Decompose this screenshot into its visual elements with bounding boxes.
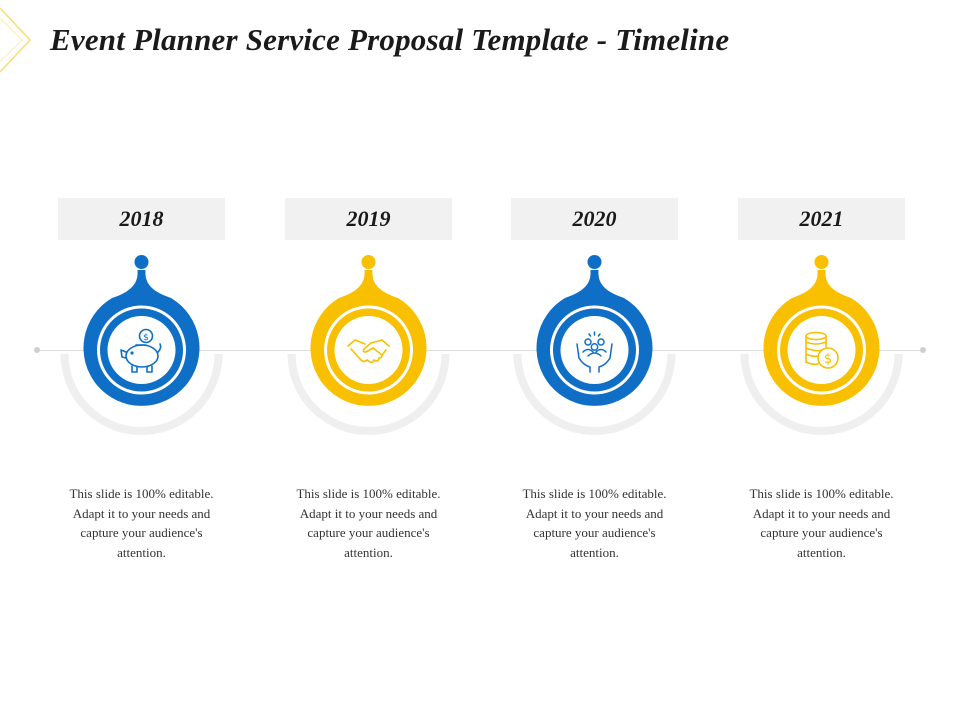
year-label: 2020: [511, 198, 678, 240]
handshake-icon: [347, 339, 390, 364]
year-label: 2021: [738, 198, 905, 240]
milestone-description: This slide is 100% editable. Adapt it to…: [296, 486, 441, 560]
milestone-top-dot: [814, 255, 829, 269]
year-label: 2018: [58, 198, 225, 240]
timeline-start-dot: [34, 347, 40, 353]
milestone-description: This slide is 100% editable. Adapt it to…: [69, 486, 214, 560]
coins-icon: $: [805, 331, 839, 369]
svg-text:$: $: [824, 352, 832, 367]
milestone-ring: [287, 255, 450, 435]
year-label: 2019: [285, 198, 452, 240]
milestone-description: This slide is 100% editable. Adapt it to…: [749, 486, 894, 560]
milestone-description: This slide is 100% editable. Adapt it to…: [522, 486, 667, 560]
milestone-2021: 2021 $ This slide is 100% editable. Adap…: [738, 198, 905, 578]
milestone-2019: 2019 This slide is 100% editable. Adapt …: [285, 198, 452, 578]
milestone-ring: $: [740, 255, 903, 435]
milestone-2020: 2020 This slide is 100% editable. Adapt …: [511, 198, 678, 578]
milestone-top-dot: [134, 255, 149, 269]
timeline-end-dot: [920, 347, 926, 353]
milestone-top-dot: [587, 255, 602, 269]
milestone-ring: $: [60, 255, 223, 435]
slide-title: Event Planner Service Proposal Template …: [50, 22, 730, 57]
milestone-top-dot: [361, 255, 376, 269]
milestone-ring: [513, 255, 676, 435]
piggy-bank-icon: $: [120, 328, 162, 373]
hands-people-icon: [576, 331, 613, 373]
svg-text:$: $: [143, 333, 149, 343]
milestone-2018: 2018 $ This slide is 100% editable. Adap…: [58, 198, 225, 578]
corner-decoration: [0, 7, 32, 73]
timeline-line: [37, 350, 923, 351]
